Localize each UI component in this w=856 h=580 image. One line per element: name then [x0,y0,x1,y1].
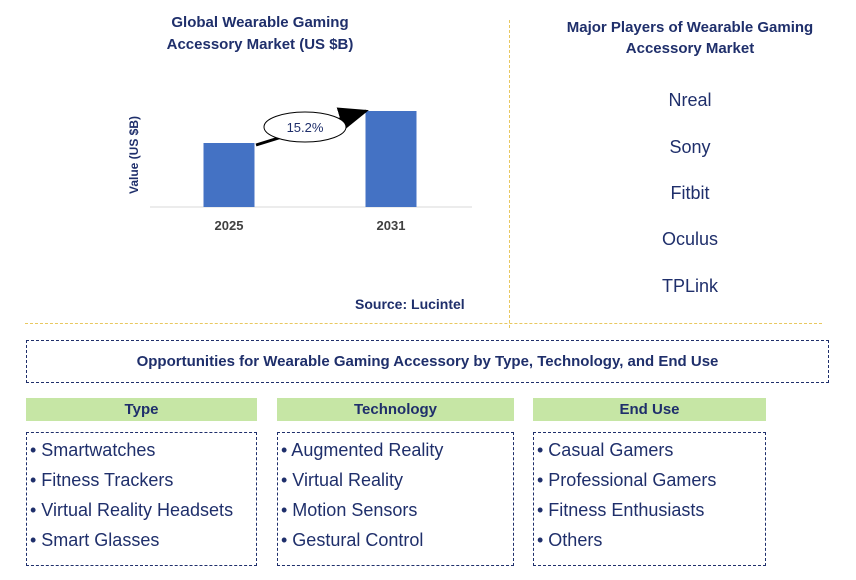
list-item: • Virtual Reality [281,470,404,490]
segment-list-technology: • Augmented Reality • Virtual Reality • … [277,432,514,566]
growth-ellipse [263,111,347,143]
segment-header-label: Technology [353,401,438,418]
bar-2025 [203,143,255,207]
source-label: Source: Lucintel [355,296,465,312]
x-tick-label: 2031 [377,218,406,233]
segment-header-end-use: End Use [533,398,766,421]
y-axis-label: Value (US $B) [127,116,141,194]
growth-annotation: 15.2% [287,120,324,135]
bar-chart: Value (US $B) 2025 2031 15.2% [127,107,472,233]
chart-title: Global Wearable Gaming Accessory Market … [166,14,354,53]
x-tick-label: 2025 [215,218,244,233]
list-item: • Virtual Reality Headsets [30,500,234,520]
list-item: • Fitness Trackers [30,470,174,490]
list-item: • Fitness Enthusiasts [537,500,705,520]
player-item: Fitbit [670,183,710,203]
list-item: • Others [537,530,603,550]
horizontal-divider [25,323,822,324]
players-title: Major Players of Wearable Gaming Accesso… [566,19,814,57]
list-item: • Motion Sensors [281,500,418,520]
segment-header-label: Type [124,401,159,418]
vertical-divider [509,20,510,328]
list-item: • Augmented Reality [281,440,444,460]
segment-list-end-use: • Casual Gamers • Professional Gamers • … [533,432,766,566]
player-item: TPLink [661,276,719,296]
list-item: • Smart Glasses [30,530,160,550]
player-item: Oculus [661,229,719,249]
opportunities-banner: Opportunities for Wearable Gaming Access… [26,340,829,383]
segment-header-label: End Use [619,401,680,418]
segment-list-type: • Smartwatches • Fitness Trackers • Virt… [26,432,257,566]
player-item: Sony [669,137,711,157]
list-item: • Gestural Control [281,530,424,550]
list-item: • Professional Gamers [537,470,717,490]
list-item: • Smartwatches [30,440,156,460]
bar-2031 [365,111,417,207]
player-item: Nreal [668,90,712,110]
list-item: • Casual Gamers [537,440,674,460]
segment-header-technology: Technology [277,398,514,421]
opportunities-title: Opportunities for Wearable Gaming Access… [136,353,719,370]
segment-header-type: Type [26,398,257,421]
